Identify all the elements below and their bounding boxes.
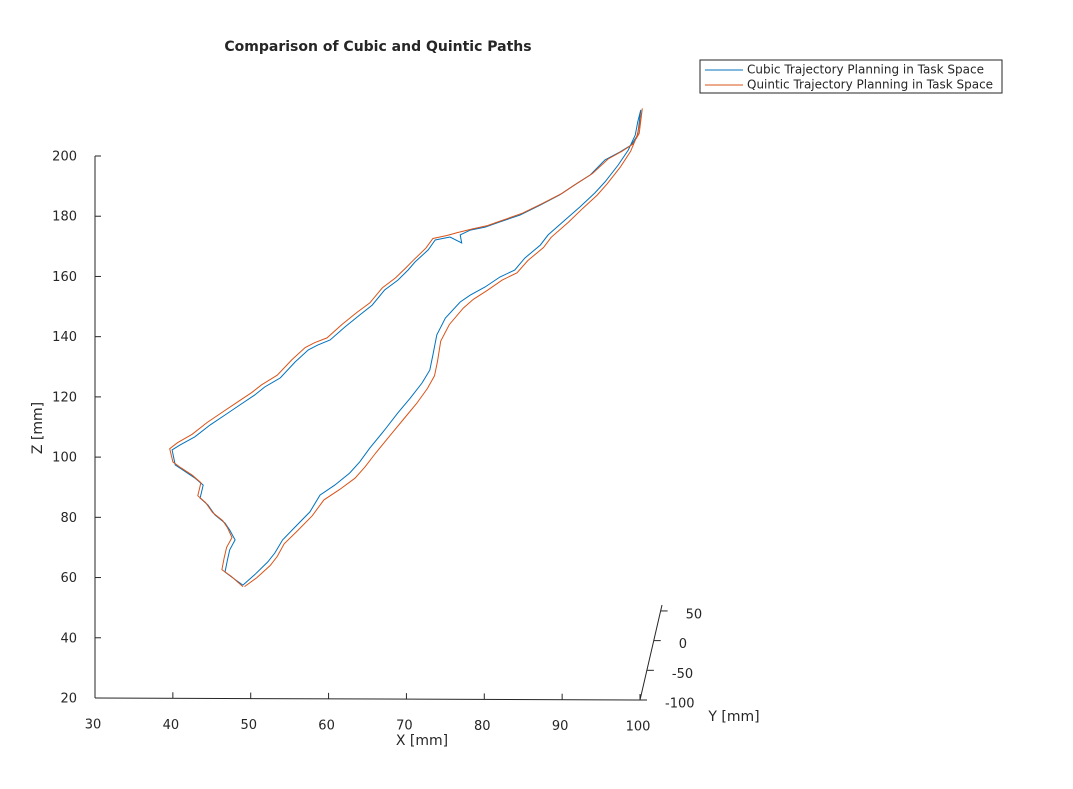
x-tick-label: 80 xyxy=(474,719,491,734)
chart-title: Comparison of Cubic and Quintic Paths xyxy=(224,39,531,55)
series-line xyxy=(169,108,643,588)
z-tick-label: 20 xyxy=(60,692,77,707)
z-tick-label: 60 xyxy=(60,571,77,586)
y-tick-label: -100 xyxy=(665,697,695,712)
x-tick-label: 40 xyxy=(163,718,180,733)
y-axis-line xyxy=(639,604,663,701)
x-tick-label: 90 xyxy=(552,719,569,734)
series-line xyxy=(171,109,642,586)
x-tick-label: 30 xyxy=(85,718,102,733)
z-tick-label: 200 xyxy=(52,150,77,165)
x-tick-label: 50 xyxy=(240,718,257,733)
z-tick-label: 140 xyxy=(52,330,77,345)
z-tick-label: 80 xyxy=(60,511,77,526)
x-tick-label: 70 xyxy=(396,719,413,734)
z-tick-label: 40 xyxy=(60,631,77,646)
z-tick-label: 160 xyxy=(52,270,77,285)
z-tick-label: 100 xyxy=(52,451,77,466)
x-tick-label: 100 xyxy=(626,720,651,735)
z-tick-label: 120 xyxy=(52,390,77,405)
z-axis-label: Z [mm] xyxy=(30,402,46,454)
z-tick-label: 180 xyxy=(52,210,77,225)
legend-box xyxy=(699,59,1003,94)
y-tick-label: 0 xyxy=(679,637,687,652)
x-axis-label: X [mm] xyxy=(396,733,448,749)
legend-label: Quintic Trajectory Planning in Task Spac… xyxy=(747,78,993,92)
legend-label: Cubic Trajectory Planning in Task Space xyxy=(747,63,984,77)
x-axis-line xyxy=(94,697,641,701)
x-tick-label: 60 xyxy=(318,718,335,733)
y-axis-label: Y [mm] xyxy=(707,709,759,725)
y-tick-label: -50 xyxy=(672,667,693,682)
y-tick-label: 50 xyxy=(686,607,703,622)
